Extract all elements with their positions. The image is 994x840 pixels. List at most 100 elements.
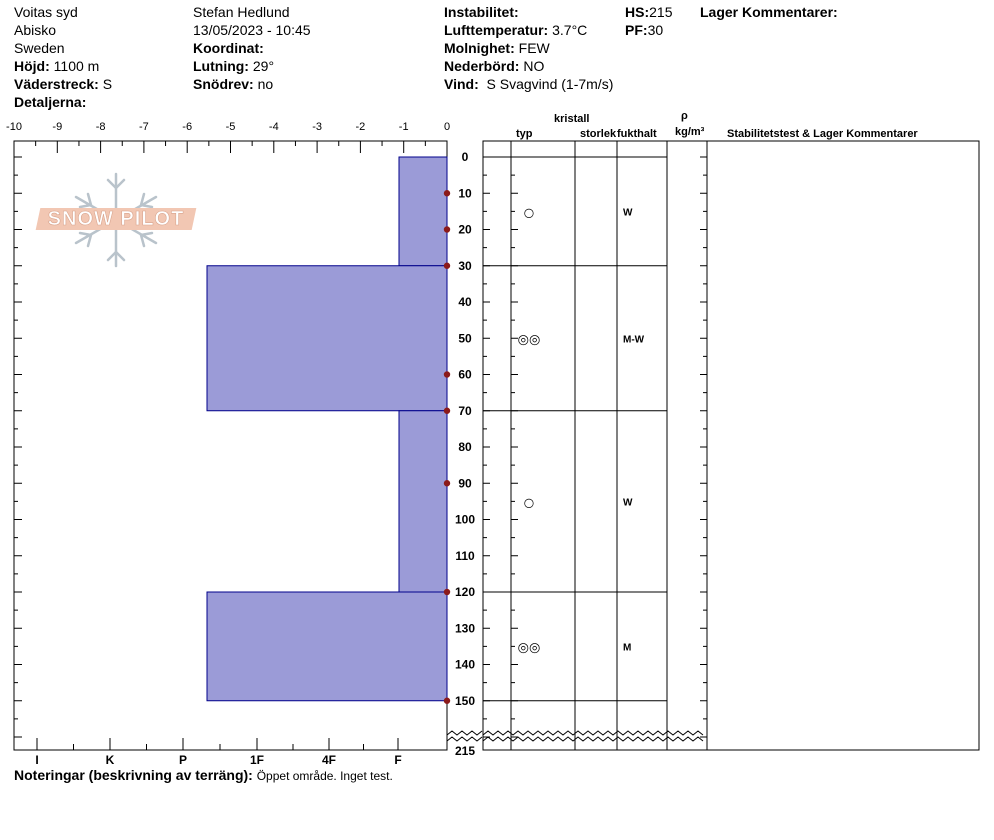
hardness-label: 4F bbox=[322, 753, 336, 767]
drift-row: Snödrev: no bbox=[193, 76, 273, 92]
grain-type-symbol: ◎◎ bbox=[518, 640, 541, 655]
depth-break-label: 215 bbox=[455, 744, 475, 758]
moisture-header: fukthalt bbox=[617, 128, 657, 140]
depth-tick-label: 100 bbox=[455, 513, 475, 527]
temp-tick-label: -2 bbox=[356, 121, 366, 133]
precip-label: Nederbörd: bbox=[444, 58, 520, 74]
density-unit-header: kg/m³ bbox=[675, 126, 705, 138]
notes-label: Noteringar (beskrivning av terräng): bbox=[14, 767, 253, 783]
pf-label: PF: bbox=[625, 22, 648, 38]
location-name: Voitas syd bbox=[14, 4, 78, 20]
depth-tick-label: 60 bbox=[458, 368, 472, 382]
cloud-label: Molnighet: bbox=[444, 40, 515, 56]
region-name: Abisko bbox=[14, 22, 57, 38]
cloud-row: Molnighet: FEW bbox=[444, 40, 550, 56]
temperature-point bbox=[443, 480, 451, 487]
type-header: typ bbox=[516, 128, 533, 140]
drift-label: Snödrev: bbox=[193, 76, 254, 92]
elevation-row: Höjd: 1100 m bbox=[14, 58, 99, 74]
airtemp-label: Lufttemperatur: bbox=[444, 22, 549, 38]
observation-datetime: 13/05/2023 - 10:45 bbox=[193, 22, 311, 38]
hardness-bar bbox=[206, 265, 448, 412]
temp-tick-label: -9 bbox=[52, 121, 62, 133]
temperature-point bbox=[443, 226, 451, 233]
details-label: Detaljerna: bbox=[14, 94, 87, 110]
drift-value: no bbox=[257, 76, 274, 92]
coordinate-label: Koordinat: bbox=[193, 40, 264, 56]
depth-tick-label: 140 bbox=[455, 658, 475, 672]
moisture-value: W bbox=[623, 497, 633, 508]
grain-type-symbol: ○ bbox=[524, 495, 534, 509]
temp-tick-label: -1 bbox=[399, 121, 409, 133]
pf-value: 30 bbox=[647, 22, 664, 38]
depth-break-zigzag bbox=[446, 736, 483, 742]
aspect-row: Väderstreck: S bbox=[14, 76, 112, 92]
depth-tick-label: 90 bbox=[458, 476, 472, 490]
country-name: Sweden bbox=[14, 40, 65, 56]
depth-tick-label: 0 bbox=[462, 150, 469, 164]
hs-label: HS: bbox=[625, 4, 650, 20]
moisture-value: M bbox=[623, 642, 631, 653]
airtemp-row: Lufttemperatur: 3.7°C bbox=[444, 22, 587, 38]
layer-comments-label: Lager Kommentarer: bbox=[700, 4, 838, 20]
hardness-bar bbox=[398, 410, 448, 593]
depth-tick-label: 70 bbox=[458, 404, 472, 418]
temperature-point bbox=[443, 190, 451, 197]
depth-break-zigzag bbox=[446, 730, 483, 736]
grain-type-symbol: ◎◎ bbox=[518, 332, 541, 347]
depth-tick-label: 30 bbox=[458, 259, 472, 273]
elevation-value: 1100 m bbox=[53, 58, 100, 74]
temp-tick-label: -3 bbox=[312, 121, 322, 133]
hardness-label: 1F bbox=[250, 753, 264, 767]
slope-label: Lutning: bbox=[193, 58, 249, 74]
hardness-bar bbox=[398, 156, 448, 267]
depth-tick-label: 150 bbox=[455, 694, 475, 708]
rho-header: ρ bbox=[681, 110, 688, 122]
temp-tick-label: -10 bbox=[6, 121, 22, 133]
temperature-point bbox=[443, 588, 451, 596]
hs-value: 215 bbox=[649, 4, 673, 20]
notes-text: Öppet område. Inget test. bbox=[256, 769, 393, 783]
temp-tick-label: 0 bbox=[444, 121, 450, 133]
depth-tick-label: 80 bbox=[458, 440, 472, 454]
temperature-point bbox=[443, 697, 451, 704]
size-header: storlek bbox=[580, 128, 617, 140]
temperature-point bbox=[443, 371, 451, 378]
slope-value: 29° bbox=[252, 58, 275, 74]
elevation-label: Höjd: bbox=[14, 58, 50, 74]
precip-row: Nederbörd: NO bbox=[444, 58, 544, 74]
depth-tick-label: 130 bbox=[455, 621, 475, 635]
cloud-value: FEW bbox=[518, 40, 550, 56]
wind-label: Vind: bbox=[444, 76, 479, 92]
notes-row: Noteringar (beskrivning av terräng): Öpp… bbox=[14, 767, 393, 784]
moisture-value: W bbox=[623, 207, 633, 218]
temp-tick-label: -4 bbox=[269, 121, 279, 133]
hardness-bar bbox=[206, 591, 448, 702]
hardness-label: F bbox=[394, 753, 401, 767]
airtemp-value: 3.7°C bbox=[552, 22, 588, 38]
depth-tick-label: 40 bbox=[458, 295, 472, 309]
aspect-label: Väderstreck: bbox=[14, 76, 99, 92]
temp-tick-label: -6 bbox=[182, 121, 192, 133]
crystal-header: kristall bbox=[554, 113, 590, 125]
depth-break-zigzag bbox=[482, 730, 704, 736]
wind-value: S Svagvind (1-7m/s) bbox=[486, 76, 614, 92]
depth-break-zigzag bbox=[482, 736, 704, 742]
hardness-label: P bbox=[179, 753, 187, 767]
layer-table-frame bbox=[482, 140, 980, 751]
snowpilot-logo: SNOW PILOT bbox=[35, 172, 197, 268]
pf-row: PF:30 bbox=[625, 22, 663, 38]
observer-name: Stefan Hedlund bbox=[193, 4, 290, 20]
hardness-label: K bbox=[106, 753, 115, 767]
aspect-value: S bbox=[102, 76, 113, 92]
depth-tick-label: 20 bbox=[458, 223, 472, 237]
stability-header: Stabilitetstest & Lager Kommentarer bbox=[727, 128, 918, 140]
precip-value: NO bbox=[523, 58, 545, 74]
instability-label: Instabilitet: bbox=[444, 4, 519, 20]
temp-tick-label: -5 bbox=[226, 121, 236, 133]
hs-row: HS:215 bbox=[625, 4, 672, 20]
depth-tick-label: 10 bbox=[458, 186, 472, 200]
moisture-value: M-W bbox=[623, 334, 645, 345]
temp-tick-label: -7 bbox=[139, 121, 149, 133]
